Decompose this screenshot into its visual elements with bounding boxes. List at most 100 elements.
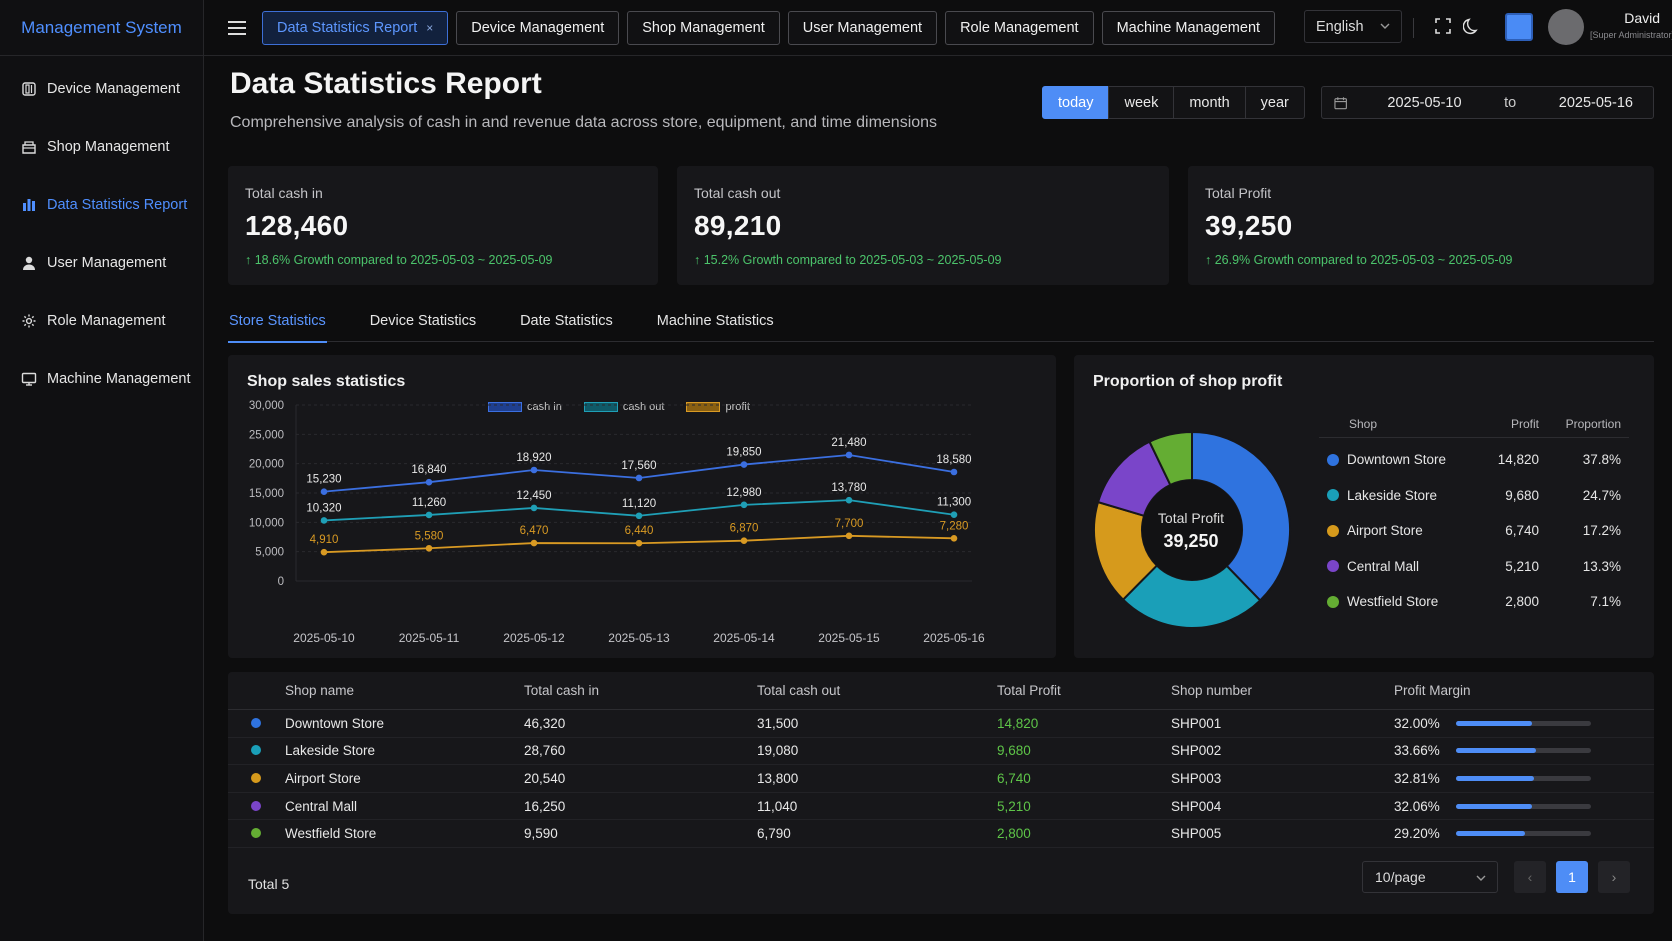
period-year-button[interactable]: year bbox=[1244, 86, 1305, 119]
data-point[interactable] bbox=[845, 496, 853, 504]
data-point[interactable] bbox=[740, 501, 748, 509]
column-header[interactable]: Shop name bbox=[285, 683, 355, 698]
data-point[interactable] bbox=[635, 474, 643, 482]
data-point[interactable] bbox=[530, 466, 538, 474]
sidebar-item-data-statistics-report[interactable]: Data Statistics Report bbox=[0, 176, 203, 234]
data-label: 12,450 bbox=[516, 490, 551, 502]
sidebar-item-role-management[interactable]: Role Management bbox=[0, 292, 203, 350]
next-page-button[interactable]: › bbox=[1598, 861, 1630, 893]
tab-role-management[interactable]: Role Management bbox=[945, 10, 1094, 45]
sidebar-item-shop-management[interactable]: Shop Management bbox=[0, 118, 203, 176]
dark-mode-moon-icon[interactable] bbox=[1463, 17, 1481, 35]
data-point[interactable] bbox=[740, 537, 748, 544]
table-row[interactable]: Westfield Store 9,590 6,790 2,800 SHP005 29.2… bbox=[228, 820, 1654, 848]
table-header: Shop name Total cash in Total cash out Tota… bbox=[228, 672, 1654, 710]
legend-item[interactable]: cash out bbox=[583, 401, 664, 413]
tab-machine-management[interactable]: Machine Management bbox=[1101, 10, 1276, 45]
tab-date-statistics[interactable]: Date Statistics bbox=[520, 313, 613, 329]
data-point[interactable] bbox=[635, 539, 643, 547]
pie-legend-row[interactable]: Central Mall 5,210 13.3% bbox=[1319, 549, 1629, 585]
data-point[interactable] bbox=[950, 468, 958, 476]
page-size-select[interactable]: 10/page bbox=[1362, 861, 1498, 893]
y-tick-label: 20,000 bbox=[249, 459, 284, 471]
shop-statistics-table: Shop name Total cash in Total cash out Tota… bbox=[228, 672, 1654, 914]
data-point[interactable] bbox=[845, 451, 853, 459]
data-point[interactable] bbox=[530, 504, 538, 512]
color-dot bbox=[251, 745, 261, 756]
data-point[interactable] bbox=[530, 539, 538, 547]
sidebar-item-user-management[interactable]: User Management bbox=[0, 234, 203, 292]
language-select[interactable]: English bbox=[1304, 10, 1402, 43]
data-point[interactable] bbox=[635, 512, 643, 520]
color-dot bbox=[1327, 560, 1339, 573]
column-header[interactable]: Total cash out bbox=[757, 683, 841, 698]
data-label: 18,920 bbox=[516, 452, 551, 464]
total-count: Total 5 bbox=[248, 876, 290, 892]
tab-device-management[interactable]: Device Management bbox=[456, 10, 620, 45]
legend-item[interactable]: cash in bbox=[488, 401, 562, 413]
pie-shop-cell: Downtown Store bbox=[1319, 452, 1469, 467]
shop-name-cell: Airport Store bbox=[285, 770, 361, 786]
fullscreen-icon[interactable] bbox=[1434, 17, 1452, 35]
tab-machine-statistics[interactable]: Machine Statistics bbox=[656, 313, 774, 329]
data-point[interactable] bbox=[740, 461, 748, 468]
tab-shop-management[interactable]: Shop Management bbox=[627, 10, 780, 45]
table-row[interactable]: Airport Store 20,540 13,800 6,740 SHP003 32.8… bbox=[228, 765, 1654, 793]
table-row[interactable]: Central Mall 16,250 11,040 5,210 SHP004 32.06… bbox=[228, 793, 1654, 821]
pie-legend-row[interactable]: Westfield Store 2,800 7.1% bbox=[1319, 584, 1629, 620]
data-point[interactable] bbox=[320, 517, 328, 524]
x-tick-label: 2025-05-11 bbox=[399, 631, 460, 645]
period-week-button[interactable]: week bbox=[1108, 86, 1175, 119]
column-header[interactable]: Total Profit bbox=[997, 683, 1061, 698]
start-date[interactable]: 2025-05-10 bbox=[1387, 94, 1462, 111]
column-header[interactable]: Total cash in bbox=[524, 683, 600, 698]
date-range-picker[interactable]: 2025-05-10 to 2025-05-16 bbox=[1321, 86, 1654, 119]
theme-color-picker[interactable] bbox=[1505, 13, 1533, 41]
data-label: 11,300 bbox=[937, 497, 971, 509]
page-subtitle: Comprehensive analysis of cash in and re… bbox=[230, 114, 938, 131]
tab-device-statistics[interactable]: Device Statistics bbox=[369, 313, 477, 329]
data-point[interactable] bbox=[950, 511, 958, 519]
table-row[interactable]: Lakeside Store 28,760 19,080 9,680 SHP002 33.… bbox=[228, 738, 1654, 766]
data-point[interactable] bbox=[950, 534, 958, 542]
kpi-card-profit: Total Profit 39,250 ↑ 26.9% Growth compa… bbox=[1188, 166, 1654, 285]
data-point[interactable] bbox=[320, 548, 328, 556]
table-row[interactable]: Downtown Store 46,320 31,500 14,820 SHP001 32… bbox=[228, 710, 1654, 738]
end-date[interactable]: 2025-05-16 bbox=[1558, 94, 1633, 111]
tab-store-statistics[interactable]: Store Statistics bbox=[228, 310, 327, 343]
avatar[interactable] bbox=[1548, 9, 1584, 45]
pie-legend-row[interactable]: Airport Store 6,740 17.2% bbox=[1319, 513, 1629, 549]
column-header[interactable]: Shop number bbox=[1171, 683, 1253, 698]
shop-name-cell: Downtown Store bbox=[285, 715, 385, 731]
period-month-button[interactable]: month bbox=[1173, 86, 1246, 119]
tab-user-management[interactable]: User Management bbox=[787, 10, 938, 45]
kpi-growth: ↑ 18.6% Growth compared to 2025-05-03 ~ … bbox=[245, 253, 553, 267]
margin-bar-fill bbox=[1456, 775, 1534, 781]
tab-data-statistics-report[interactable]: Data Statistics Report × bbox=[262, 10, 449, 45]
data-label: 21,480 bbox=[831, 437, 866, 449]
sidebar-item-device-management[interactable]: Device Management bbox=[0, 60, 203, 118]
kpi-growth: ↑ 26.9% Growth compared to 2025-05-03 ~ … bbox=[1205, 253, 1513, 267]
row-indicator bbox=[228, 826, 285, 841]
data-point[interactable] bbox=[845, 532, 853, 540]
pie-legend-row[interactable]: Lakeside Store 9,680 24.7% bbox=[1319, 478, 1629, 514]
period-today-button[interactable]: today bbox=[1042, 86, 1110, 119]
sidebar-item-machine-management[interactable]: Machine Management bbox=[0, 350, 203, 408]
shop-number-cell: SHP002 bbox=[1171, 743, 1222, 759]
column-header[interactable]: Profit Margin bbox=[1394, 683, 1471, 698]
data-point[interactable] bbox=[425, 478, 433, 486]
legend-item[interactable]: profit bbox=[686, 401, 750, 413]
shop-name: Downtown Store bbox=[1347, 452, 1447, 468]
data-point[interactable] bbox=[425, 544, 433, 552]
margin-bar-fill bbox=[1456, 803, 1532, 809]
margin-bar bbox=[1456, 748, 1591, 754]
menu-toggle-icon[interactable] bbox=[228, 20, 246, 35]
cash-in-cell: 20,540 bbox=[524, 770, 566, 786]
close-icon[interactable]: × bbox=[426, 20, 434, 35]
prev-page-button[interactable]: ‹ bbox=[1514, 861, 1546, 893]
data-point[interactable] bbox=[320, 488, 328, 495]
data-point[interactable] bbox=[425, 511, 433, 519]
pie-legend-row[interactable]: Downtown Store 14,820 37.8% bbox=[1319, 442, 1629, 478]
page-1-button[interactable]: 1 bbox=[1556, 861, 1588, 893]
row-indicator bbox=[228, 799, 285, 814]
